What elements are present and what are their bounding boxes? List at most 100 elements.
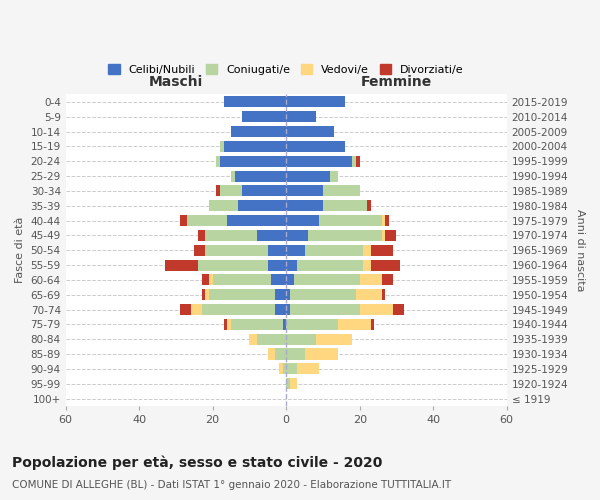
Bar bbox=[275, 289, 286, 300]
Bar bbox=[224, 141, 286, 152]
Bar bbox=[194, 244, 205, 256]
Bar bbox=[393, 304, 404, 315]
Bar bbox=[202, 274, 209, 285]
Bar bbox=[323, 186, 360, 196]
Bar bbox=[224, 319, 227, 330]
Bar bbox=[187, 215, 227, 226]
Text: COMUNE DI ALLEGHE (BL) - Dati ISTAT 1° gennaio 2020 - Elaborazione TUTTITALIA.IT: COMUNE DI ALLEGHE (BL) - Dati ISTAT 1° g… bbox=[12, 480, 451, 490]
Bar bbox=[371, 260, 400, 270]
Bar bbox=[385, 215, 389, 226]
Bar bbox=[257, 230, 286, 241]
Bar bbox=[283, 364, 286, 374]
Bar bbox=[323, 200, 367, 211]
Bar bbox=[364, 244, 371, 256]
Bar bbox=[286, 348, 305, 360]
Bar bbox=[286, 260, 297, 270]
Bar bbox=[316, 334, 352, 345]
Bar bbox=[382, 289, 385, 300]
Bar bbox=[319, 215, 382, 226]
Bar bbox=[286, 111, 316, 122]
Bar bbox=[257, 334, 286, 345]
Bar bbox=[202, 304, 275, 315]
Bar bbox=[360, 304, 393, 315]
Bar bbox=[217, 186, 220, 196]
Bar bbox=[227, 215, 286, 226]
Bar bbox=[205, 289, 209, 300]
Bar bbox=[286, 186, 323, 196]
Bar bbox=[205, 230, 257, 241]
Legend: Celibi/Nubili, Coniugati/e, Vedovi/e, Divorziati/e: Celibi/Nubili, Coniugati/e, Vedovi/e, Di… bbox=[104, 60, 469, 79]
Bar bbox=[364, 260, 371, 270]
Bar bbox=[231, 170, 235, 181]
Bar bbox=[283, 319, 286, 330]
Bar bbox=[231, 319, 283, 330]
Bar bbox=[271, 274, 286, 285]
Bar bbox=[209, 289, 275, 300]
Bar bbox=[286, 364, 297, 374]
Bar bbox=[308, 230, 382, 241]
Bar bbox=[202, 289, 205, 300]
Bar bbox=[217, 156, 220, 167]
Bar bbox=[209, 274, 212, 285]
Bar bbox=[290, 289, 356, 300]
Bar bbox=[290, 304, 360, 315]
Bar bbox=[191, 304, 202, 315]
Bar bbox=[286, 230, 308, 241]
Bar bbox=[286, 274, 293, 285]
Bar bbox=[286, 304, 290, 315]
Bar bbox=[205, 244, 268, 256]
Bar bbox=[209, 200, 238, 211]
Bar bbox=[290, 378, 297, 390]
Bar bbox=[231, 126, 286, 137]
Bar bbox=[356, 289, 382, 300]
Bar bbox=[286, 126, 334, 137]
Bar bbox=[220, 156, 286, 167]
Y-axis label: Anni di nascita: Anni di nascita bbox=[575, 209, 585, 292]
Bar bbox=[360, 274, 382, 285]
Bar bbox=[242, 111, 286, 122]
Bar bbox=[352, 156, 356, 167]
Bar bbox=[286, 215, 319, 226]
Bar bbox=[286, 289, 290, 300]
Bar bbox=[382, 215, 385, 226]
Bar bbox=[242, 186, 286, 196]
Bar bbox=[286, 170, 331, 181]
Bar bbox=[286, 141, 345, 152]
Bar bbox=[179, 304, 191, 315]
Bar bbox=[198, 260, 268, 270]
Bar bbox=[198, 230, 205, 241]
Bar bbox=[279, 364, 283, 374]
Bar bbox=[286, 244, 305, 256]
Bar bbox=[305, 348, 338, 360]
Text: Femmine: Femmine bbox=[361, 74, 432, 88]
Bar bbox=[385, 230, 397, 241]
Text: Popolazione per età, sesso e stato civile - 2020: Popolazione per età, sesso e stato civil… bbox=[12, 455, 382, 469]
Y-axis label: Fasce di età: Fasce di età bbox=[15, 217, 25, 284]
Bar bbox=[331, 170, 338, 181]
Bar bbox=[286, 378, 290, 390]
Bar bbox=[212, 274, 271, 285]
Bar bbox=[286, 334, 316, 345]
Bar bbox=[179, 215, 187, 226]
Bar bbox=[224, 96, 286, 108]
Bar bbox=[268, 244, 286, 256]
Bar bbox=[220, 141, 224, 152]
Bar bbox=[275, 304, 286, 315]
Bar bbox=[286, 200, 323, 211]
Bar bbox=[227, 319, 231, 330]
Bar bbox=[235, 170, 286, 181]
Bar bbox=[165, 260, 198, 270]
Bar bbox=[220, 186, 242, 196]
Bar bbox=[371, 319, 374, 330]
Bar bbox=[371, 244, 393, 256]
Bar bbox=[356, 156, 360, 167]
Bar bbox=[305, 244, 364, 256]
Bar bbox=[297, 364, 319, 374]
Bar bbox=[286, 156, 352, 167]
Bar bbox=[382, 230, 385, 241]
Bar bbox=[275, 348, 286, 360]
Bar bbox=[297, 260, 364, 270]
Bar bbox=[250, 334, 257, 345]
Bar bbox=[367, 200, 371, 211]
Bar bbox=[293, 274, 360, 285]
